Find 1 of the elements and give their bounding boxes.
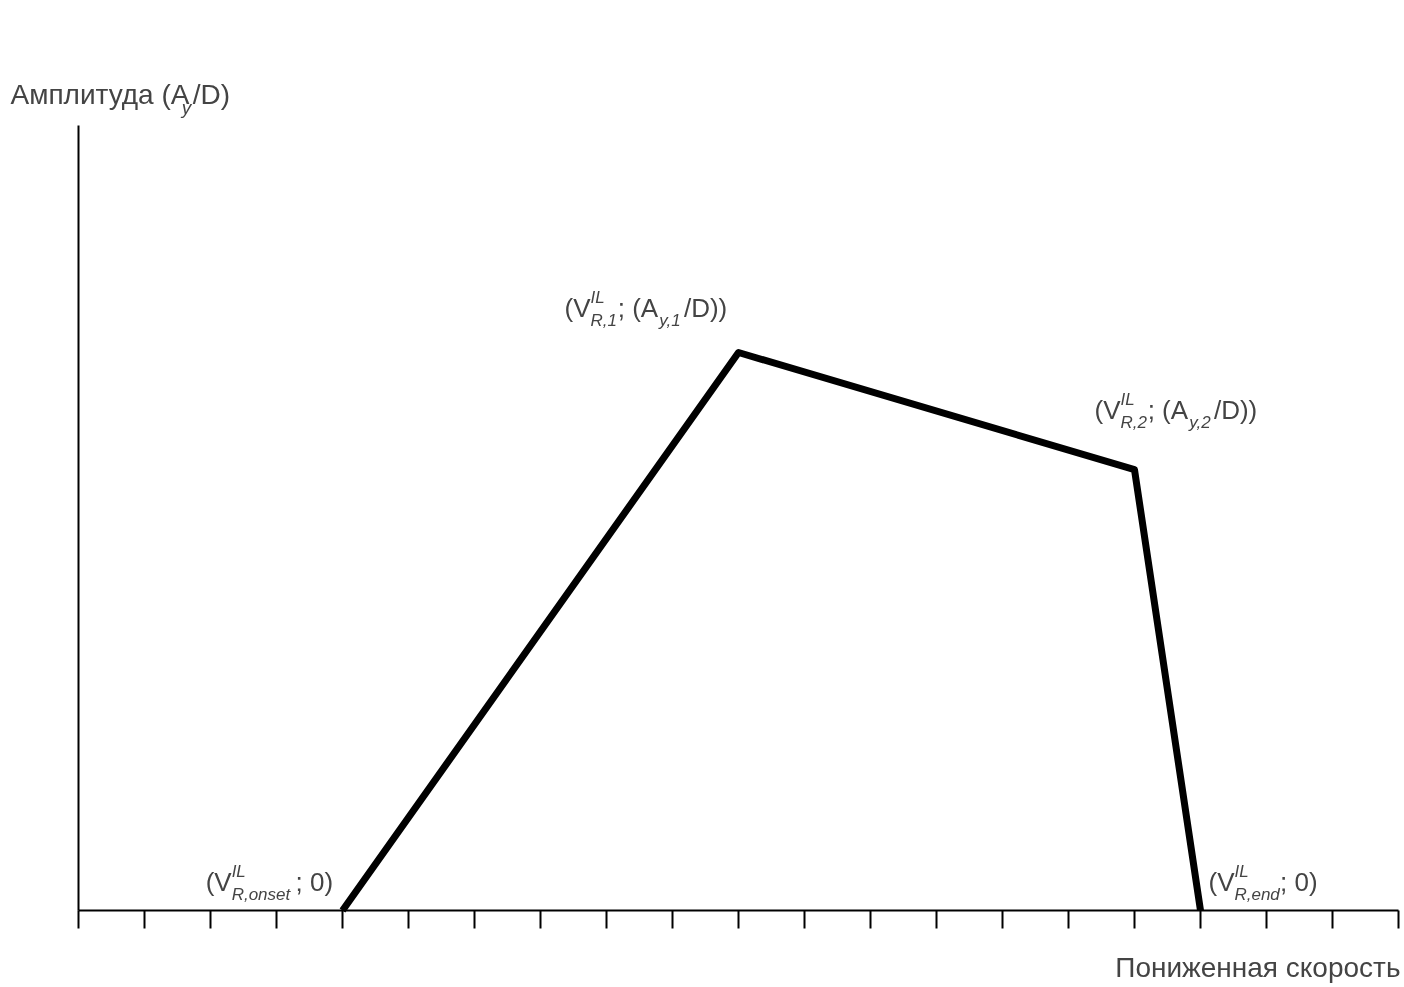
x-axis-title: Пониженная скорость [1115,951,1401,983]
